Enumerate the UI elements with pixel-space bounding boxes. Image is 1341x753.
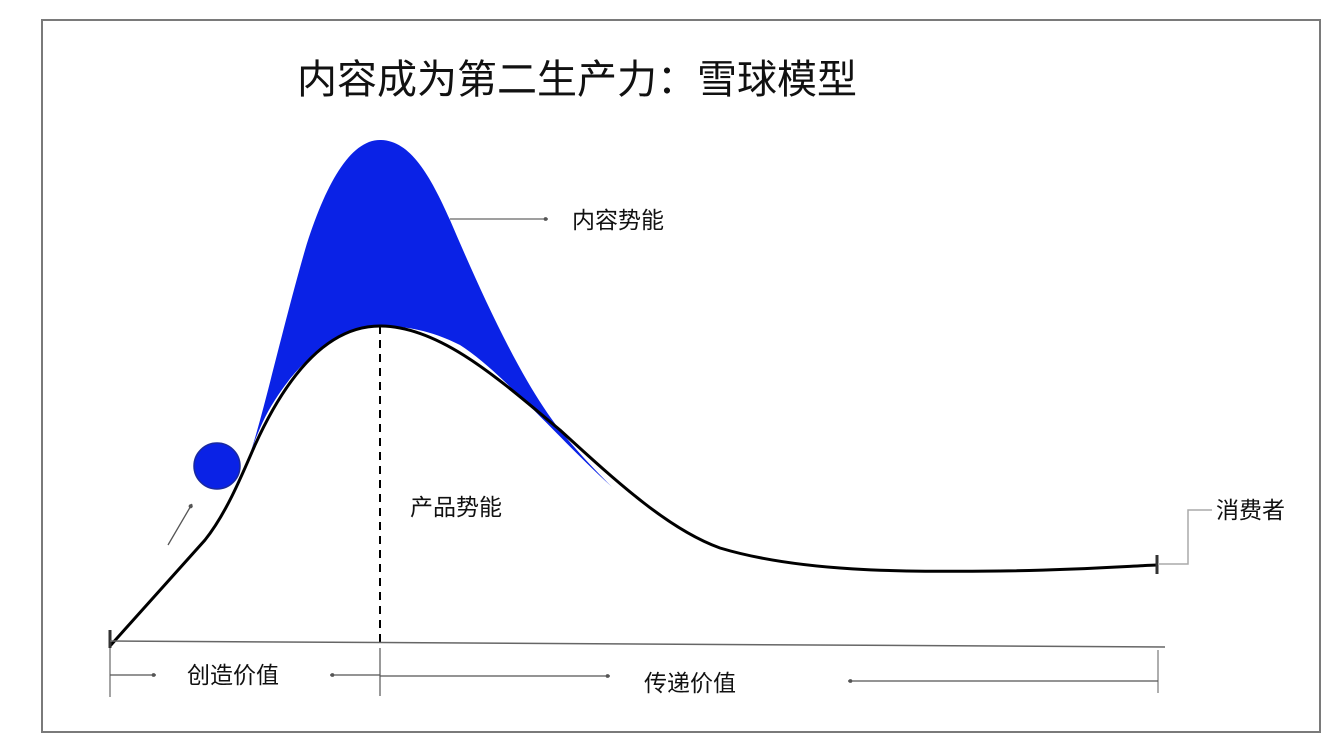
consumer-label: 消费者 [1216, 498, 1285, 524]
deliver-value-label: 传递价值 [644, 671, 736, 697]
product-potential-curve [108, 324, 1158, 648]
create-value-label: 创造价值 [187, 663, 279, 689]
consumer-connector [1158, 509, 1212, 565]
diagram-title: 内容成为第二生产力：雪球模型 [297, 57, 857, 103]
content-potential-label: 内容势能 [572, 208, 664, 234]
frame-border [41, 19, 1321, 733]
snowball-circle [193, 442, 241, 490]
content-potential-area [249, 140, 612, 487]
baseline-axis [109, 640, 1166, 648]
rolling-arrow [167, 503, 193, 546]
product-potential-label: 产品势能 [410, 495, 502, 521]
